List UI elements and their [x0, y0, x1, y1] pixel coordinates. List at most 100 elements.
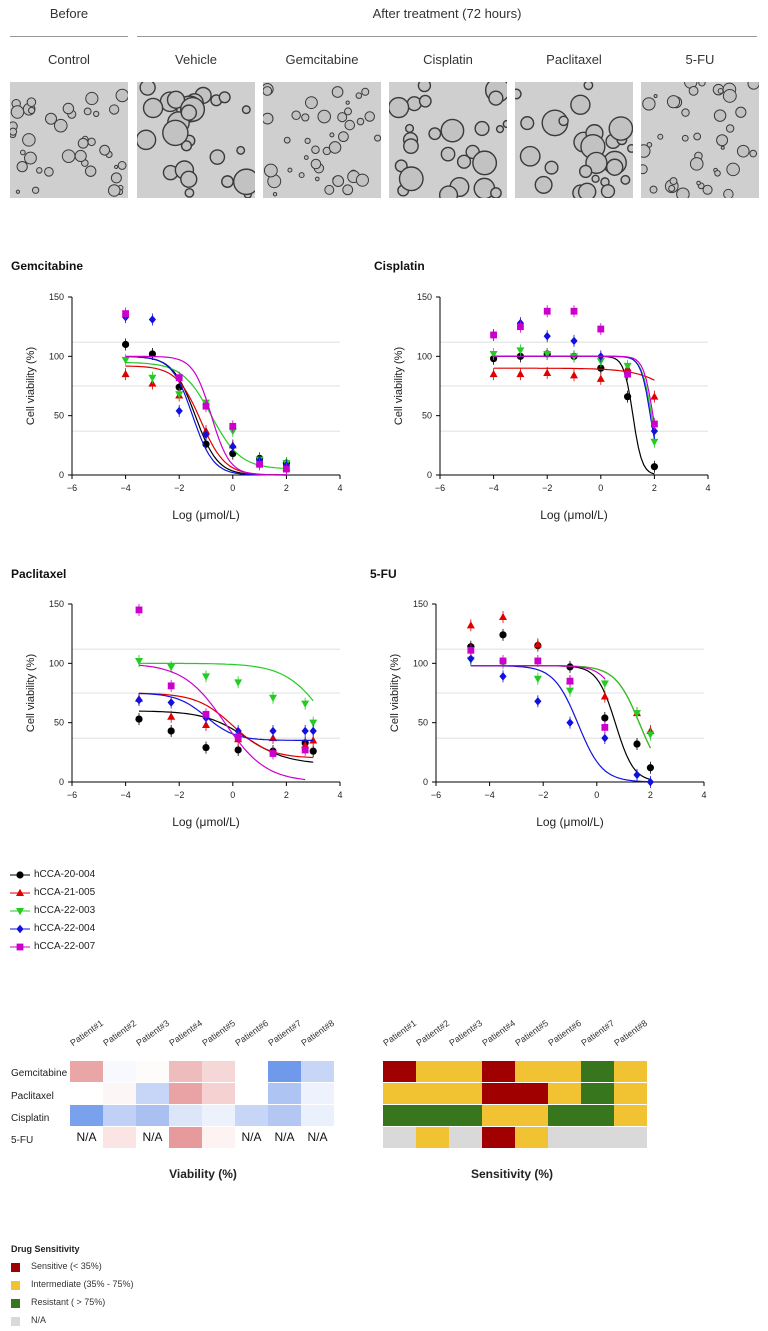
- x-tick-label: −4: [120, 483, 130, 493]
- organoid: [137, 129, 157, 151]
- x-tick-label: 0: [230, 790, 235, 800]
- organoid: [389, 96, 410, 119]
- column-label-gemcitabine: Gemcitabine: [285, 52, 359, 67]
- data-point: [533, 640, 542, 648]
- x-axis-label: Log (μmol/L): [172, 508, 240, 522]
- column-label-control: Control: [48, 52, 90, 67]
- y-axis-label: Cell viability (%): [393, 347, 405, 425]
- organoid: [31, 186, 40, 194]
- organoid: [236, 145, 246, 155]
- heatmap-cell: [548, 1083, 581, 1104]
- data-point: [466, 621, 475, 629]
- organoid: [669, 177, 678, 185]
- heatmap-cell: [202, 1127, 235, 1148]
- x-tick-label: 4: [701, 790, 706, 800]
- data-point: [121, 369, 130, 378]
- data-point: [135, 715, 143, 723]
- y-tick-label: 100: [417, 351, 432, 361]
- heatmap-cell: [202, 1083, 235, 1104]
- organoid: [520, 116, 535, 131]
- y-tick-label: 100: [413, 658, 428, 668]
- organoid: [263, 163, 278, 178]
- data-point: [489, 350, 498, 359]
- heatmap-cell: [383, 1061, 416, 1082]
- heatmap-cell: [482, 1127, 515, 1148]
- organoid: [314, 176, 320, 182]
- data-point: [309, 726, 317, 736]
- organoid: [440, 118, 465, 143]
- heatmap-cell: [103, 1127, 136, 1148]
- data-point: [570, 353, 578, 361]
- heatmap-cell: [581, 1127, 614, 1148]
- heatmap-column-label: Patient#4: [480, 1017, 518, 1048]
- data-point: [148, 350, 156, 358]
- data-point: [650, 463, 658, 471]
- heatmap-cell: [416, 1127, 449, 1148]
- y-tick-label: 0: [427, 470, 432, 480]
- organoid: [332, 175, 345, 187]
- heatmap-cell: [136, 1105, 169, 1126]
- organoid: [646, 141, 653, 148]
- data-point: [490, 331, 497, 339]
- data-point: [650, 392, 659, 400]
- series-hCCA-22-004: [135, 692, 317, 741]
- x-axis-label: Log (μmol/L): [540, 508, 608, 522]
- organoid: [345, 100, 350, 105]
- legend-label: hCCA-22-003: [34, 905, 96, 916]
- organoid: [291, 110, 301, 120]
- x-tick-label: 4: [705, 483, 710, 493]
- organoid: [298, 172, 305, 179]
- before-divider: [10, 36, 128, 37]
- data-point: [489, 369, 498, 378]
- data-point: [234, 679, 243, 687]
- organoid: [356, 117, 365, 126]
- organoid: [184, 187, 195, 198]
- organoid: [653, 93, 658, 99]
- organoid: [620, 174, 631, 185]
- heatmap-column-label: Patient#5: [513, 1017, 551, 1048]
- heatmap-column-label: Patient#1: [68, 1017, 106, 1048]
- organoid: [361, 87, 370, 96]
- heatmap-cell: [482, 1061, 515, 1082]
- data-point: [229, 442, 237, 451]
- organoid: [114, 164, 119, 170]
- heatmap-cell: [169, 1083, 202, 1104]
- heatmap-cell: [449, 1083, 482, 1104]
- data-point: [256, 460, 263, 468]
- data-point: [202, 710, 210, 718]
- heatmap-column-label: Patient#4: [167, 1017, 205, 1048]
- heatmap-cell: N/A: [235, 1127, 268, 1148]
- organoid: [608, 116, 633, 141]
- data-point: [269, 694, 277, 702]
- data-point: [646, 731, 655, 739]
- organoid: [329, 132, 335, 138]
- organoid: [735, 106, 747, 118]
- organoid: [605, 158, 624, 176]
- heatmap-column-label: Patient#1: [381, 1017, 419, 1048]
- organoid: [723, 188, 734, 198]
- fit-curve: [470, 665, 651, 749]
- organoid: [626, 143, 633, 153]
- micrograph-paclitaxel: [515, 82, 633, 198]
- heatmap-cell: [548, 1127, 581, 1148]
- organoid: [456, 154, 472, 169]
- x-tick-label: −2: [542, 483, 552, 493]
- data-point: [646, 777, 654, 787]
- heatmap-cell: [301, 1105, 334, 1126]
- data-point: [122, 340, 130, 349]
- heatmap-cell: [301, 1061, 334, 1082]
- legend-item: hCCA-20-004: [10, 868, 95, 884]
- organoid: [649, 185, 658, 194]
- organoid: [263, 112, 274, 125]
- key-label: Sensitive (< 35%): [31, 1261, 102, 1271]
- organoid: [337, 112, 348, 123]
- organoid: [107, 184, 121, 197]
- heatmap-cell: [383, 1083, 416, 1104]
- organoid: [515, 88, 522, 100]
- organoid: [10, 127, 18, 136]
- data-point: [650, 438, 659, 446]
- fit-curve: [470, 665, 651, 749]
- chart-title-5fu: 5-FU: [370, 567, 397, 581]
- data-point: [596, 374, 605, 382]
- heatmap-row-label-cisplatin: Cisplatin: [11, 1113, 50, 1124]
